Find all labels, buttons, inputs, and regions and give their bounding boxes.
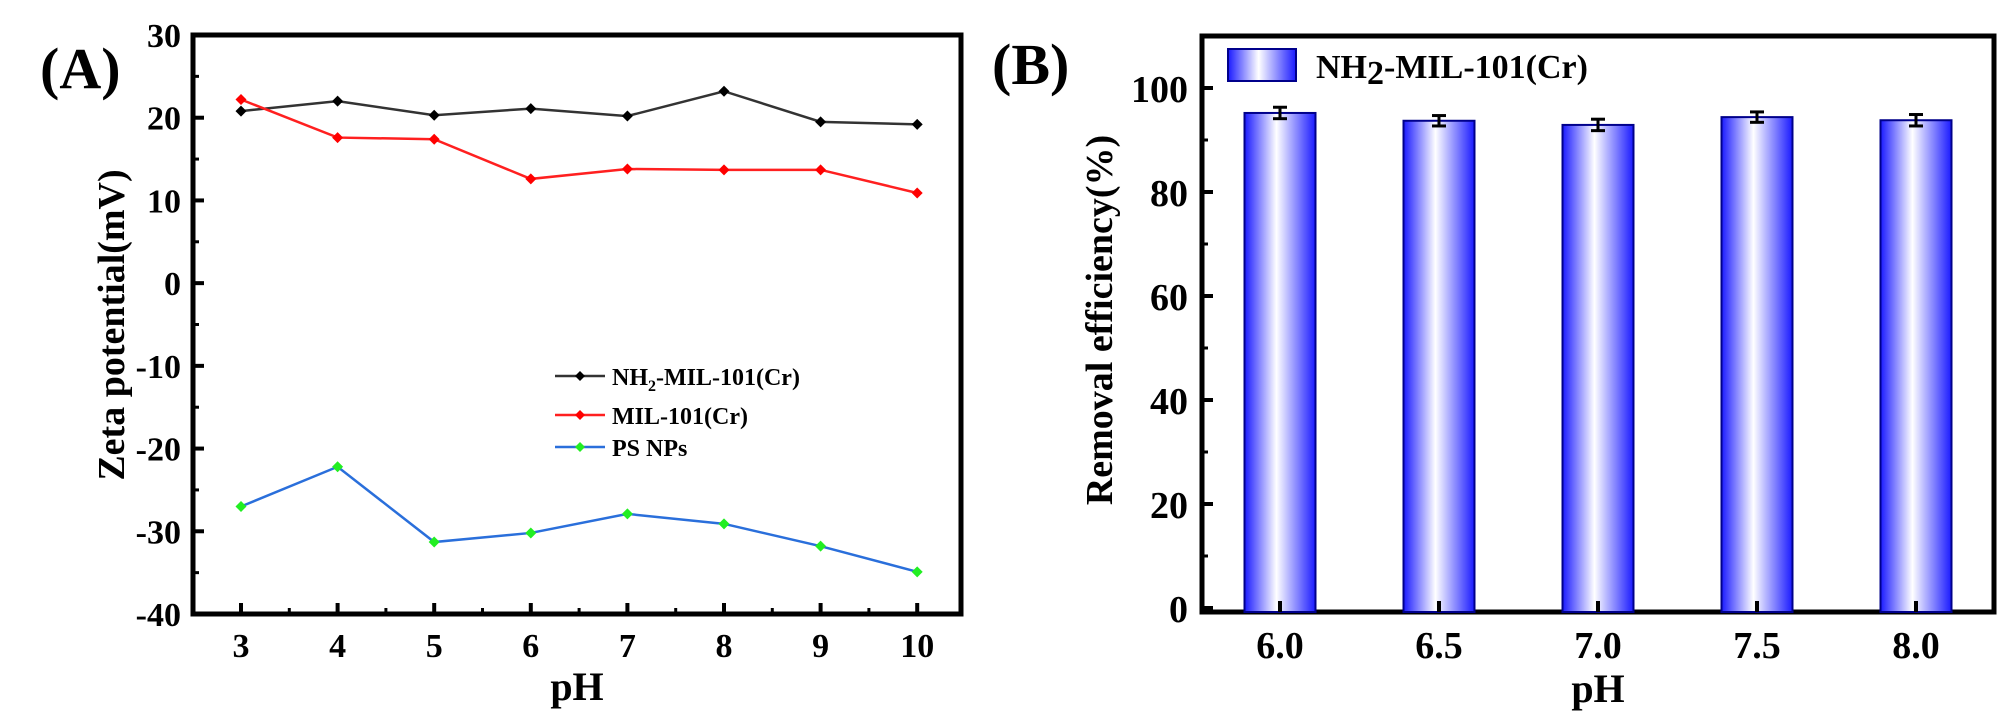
panel-a-data-point: [235, 94, 247, 106]
panel-a-x-tick-label: 3: [233, 628, 250, 665]
panel-a-y-tick-label: 0: [164, 266, 181, 303]
panel-a-data-point: [815, 540, 827, 552]
panel-a-legend-label: MIL-101(Cr): [612, 404, 748, 430]
panel-a-zeta-potential-chart: (A) -40 -30 -20 -10 0 10 20 30 3 4 5 6 7 8 9 10 pH Zeta…: [40, 18, 964, 709]
panel-b-y-tick-label: 40: [1150, 381, 1188, 423]
panel-a-y-tick-label: 20: [147, 101, 181, 138]
panel-a-data-point: [332, 461, 344, 473]
panel-b-x-tick-label: 6.0: [1256, 625, 1304, 667]
panel-a-data-point: [911, 187, 923, 199]
panel-b-legend-swatch: [1227, 48, 1297, 82]
panel-a-x-tick-label: 7: [619, 628, 636, 665]
panel-a-data-point: [235, 105, 247, 117]
panel-a-series-line: [240, 89, 918, 126]
panel-a-legend-label: NH2-MIL-101(Cr): [612, 365, 800, 395]
panel-a-series-line: [240, 465, 918, 574]
panel-b-x-tick-label: 7.5: [1733, 625, 1781, 667]
panel-a-legend: NH2-MIL-101(Cr) MIL-101(Cr) PS NPs: [555, 365, 800, 462]
panel-b-legend: NH2-MIL-101(Cr): [1227, 48, 1588, 92]
panel-a-data-point: [428, 133, 440, 145]
panel-a-label: (A): [40, 36, 121, 101]
panel-b-bar: [1402, 119, 1476, 613]
panel-b-y-tick-label: 80: [1150, 173, 1188, 215]
panel-a-data-point: [815, 164, 827, 176]
panel-b-x-axis-label: pH: [1571, 666, 1624, 711]
panel-a-data-point: [621, 163, 633, 175]
panel-b-legend-label: NH2-MIL-101(Cr): [1316, 49, 1588, 92]
panel-a-x-tick-label: 9: [812, 628, 829, 665]
panel-a-data-point: [621, 110, 633, 122]
panel-b-bar: [1879, 119, 1953, 614]
panel-b-y-tick-label: 0: [1169, 589, 1188, 631]
panel-b-bar: [1561, 123, 1635, 613]
panel-a-data-point: [525, 173, 537, 185]
panel-a-data-point: [718, 164, 730, 176]
panel-a-data-point: [718, 85, 730, 97]
panel-b-x-tick-label: 6.5: [1415, 625, 1463, 667]
panel-b-y-tick-label: 100: [1131, 69, 1188, 111]
panel-a-y-tick-label: -30: [136, 514, 181, 551]
panel-b-bar-group: [1243, 105, 1317, 614]
panel-a-data-point: [428, 109, 440, 121]
panel-b-bar-group: [1720, 110, 1794, 614]
panel-a-series-2: [235, 94, 923, 199]
panel-b-bar-group: [1879, 113, 1953, 614]
panel-a-data-point: [332, 95, 344, 107]
panel-a-data-point: [525, 527, 537, 539]
panel-b-label: (B): [992, 32, 1069, 97]
panel-a-data-point: [911, 566, 923, 578]
panel-b-plot-area: 0 20 40 60 80 100 6.0 6.5 7.0 7.5 8.0: [1131, 33, 1997, 667]
panel-b-y-axis-label: Removal efficiency(%): [1079, 135, 1121, 505]
panel-a-legend-marker: [575, 410, 585, 420]
panel-a-data-point: [332, 132, 344, 144]
panel-b-x-tick-label: 8.0: [1892, 625, 1940, 667]
panel-a-x-tick-label: 6: [522, 628, 539, 665]
panel-a-data-point: [621, 508, 633, 520]
panel-b-removal-efficiency-chart: (B) 0 20 40 60 80 100 6.0 6.5 7.0 7.5 8.0 pH Remov…: [992, 32, 1997, 711]
panel-a-y-axis-label: Zeta potential(mV): [91, 169, 133, 480]
panel-a-x-tick-label: 4: [329, 628, 346, 665]
panel-a-x-tick-label: 10: [900, 628, 934, 665]
panel-a-legend-marker: [575, 442, 585, 452]
panel-a-data-point: [428, 536, 440, 548]
panel-a-y-tick-label: -20: [136, 432, 181, 469]
panel-b-bar-group: [1402, 114, 1476, 613]
panel-a-data-point: [235, 500, 247, 512]
panel-a-legend-label: PS NPs: [612, 436, 687, 462]
panel-a-data-point: [815, 116, 827, 128]
panel-a-data-point: [525, 103, 537, 115]
panel-a-x-tick-label: 8: [716, 628, 733, 665]
panel-a-x-tick-label: 5: [426, 628, 443, 665]
panel-a-series-3: [235, 461, 923, 578]
panel-b-bar-group: [1561, 117, 1635, 613]
panel-b-bar: [1720, 116, 1794, 614]
panel-a-y-tick-label: -10: [136, 349, 181, 386]
panel-a-series-line: [240, 98, 918, 195]
panel-a-data-point: [718, 518, 730, 530]
panel-b-bar: [1243, 111, 1317, 614]
panel-a-y-tick-label: 10: [147, 183, 181, 220]
panel-a-data-point: [911, 118, 923, 130]
panel-a-y-tick-label: -40: [136, 597, 181, 634]
panel-b-y-tick-label: 20: [1150, 485, 1188, 527]
panel-b-x-tick-label: 7.0: [1574, 625, 1622, 667]
panel-b-y-tick-label: 60: [1150, 277, 1188, 319]
panel-a-y-tick-label: 30: [147, 18, 181, 55]
panel-a-x-axis-label: pH: [550, 664, 603, 709]
panel-a-series-1: [235, 85, 923, 130]
panel-a-plot-area: -40 -30 -20 -10 0 10 20 30 3 4 5 6 7 8 9 10: [136, 18, 964, 665]
panel-a-legend-marker: [575, 371, 585, 381]
